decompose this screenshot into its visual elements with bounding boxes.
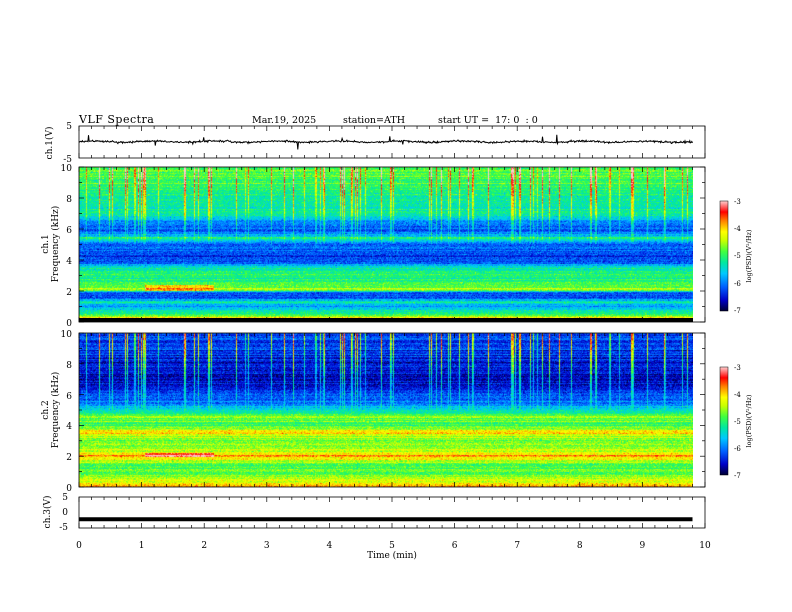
ch3-ytick-label: 0 xyxy=(62,508,68,518)
time-tick-label: 6 xyxy=(452,541,458,551)
ch3-waveform-panel: 5 0 -5 ch.3(V) xyxy=(42,493,706,533)
ch1-colorbar-tick: -5 xyxy=(734,252,741,260)
time-tick-label: 3 xyxy=(264,541,270,551)
ch2-colorbar-tick: -6 xyxy=(734,445,741,453)
ch1-ytick-label: 5 xyxy=(66,122,72,132)
time-tick-label: 1 xyxy=(139,541,145,551)
ch1-frequency-ticks xyxy=(79,166,705,323)
time-tick-label: 9 xyxy=(640,541,646,551)
ch1-spectrogram-heatmap xyxy=(79,167,693,321)
ch1-colorbar-tick: -3 xyxy=(734,198,741,206)
ch2-ytick-label: 8 xyxy=(66,361,72,371)
ch3-waveform-frame xyxy=(78,496,706,529)
ch1-ytick-label: 0 xyxy=(66,319,72,329)
ch2-channel-label: ch.2 xyxy=(41,400,51,419)
ch1-zero-band xyxy=(79,318,693,322)
ch3-ytick-label: 5 xyxy=(62,493,68,503)
ch2-ytick-label: 10 xyxy=(61,330,73,340)
time-tick-label: 8 xyxy=(577,541,583,551)
ch2-ytick-label: 4 xyxy=(66,422,72,432)
ch2-ytick-label: 2 xyxy=(66,453,72,463)
ch1-ytick-label: -5 xyxy=(63,155,72,165)
time-axis: 0 1 2 3 4 5 6 7 8 9 10 Time (min) xyxy=(76,126,711,561)
ch2-colorbar: -3 -4 -5 -6 -7 log(PSD)(V²/Hz) xyxy=(719,364,753,480)
date-label: Mar.19, 2025 xyxy=(252,115,317,126)
time-tick-label: 5 xyxy=(389,541,395,551)
ch3-waveform-ylabel: ch.3(V) xyxy=(42,496,53,529)
time-xlabel: Time (min) xyxy=(367,550,417,561)
ch2-frequency-ticks xyxy=(79,332,705,488)
station-label: station=ATH xyxy=(343,115,405,126)
ch1-colorbar-tick: -6 xyxy=(734,280,741,288)
ch2-colorbar-tick: -4 xyxy=(734,391,741,399)
start-time-label: start UT = 17: 0 : 0 xyxy=(438,115,538,126)
ch1-waveform-line xyxy=(78,134,693,150)
ch2-colorbar-gradient xyxy=(719,366,729,476)
ch2-colorbar-tick: -5 xyxy=(734,418,741,426)
ch1-waveform-ylabel: ch.1(V) xyxy=(44,127,55,160)
ch1-frequency-ylabel: Frequency (kHz) xyxy=(50,206,61,283)
ch2-colorbar-label: log(PSD)(V²/Hz) xyxy=(745,394,753,447)
chart-title: VLF Spectra xyxy=(79,113,155,126)
ch3-ytick-label: -5 xyxy=(59,523,68,533)
ch2-colorbar-tick: -3 xyxy=(734,364,741,372)
ch1-waveform-panel: 5 -5 ch.1(V) xyxy=(44,122,706,165)
ch2-ytick-label: 0 xyxy=(66,484,72,494)
ch1-colorbar-label: log(PSD)(V²/Hz) xyxy=(745,229,753,282)
ch1-ytick-label: 4 xyxy=(66,257,72,267)
ch1-ytick-label: 2 xyxy=(66,288,72,298)
ch1-ytick-label: 6 xyxy=(66,226,72,236)
ch1-channel-label: ch.1 xyxy=(41,234,51,253)
ch1-ytick-label: 8 xyxy=(66,195,72,205)
time-tick-label: 2 xyxy=(201,541,207,551)
time-tick-label: 7 xyxy=(514,541,520,551)
ch1-ytick-label: 10 xyxy=(61,164,73,174)
ch1-spectrogram-panel: 10 8 6 4 2 0 ch.1 Frequency (kHz) xyxy=(41,164,706,329)
ch1-colorbar-tick: -7 xyxy=(734,307,741,315)
ch2-frequency-ylabel: Frequency (kHz) xyxy=(50,372,61,449)
time-tick-label: 4 xyxy=(327,541,333,551)
ch1-colorbar-tick: -4 xyxy=(734,225,741,233)
ch2-spectrogram-heatmap xyxy=(79,333,693,487)
ch2-spectrogram-panel: 10 8 6 4 2 0 ch.2 Frequency (kHz) xyxy=(41,330,706,494)
ch2-ytick-label: 6 xyxy=(66,392,72,402)
time-tick-label: 10 xyxy=(699,541,711,551)
time-tick-label: 0 xyxy=(76,541,82,551)
ch2-colorbar-tick: -7 xyxy=(734,472,741,480)
ch1-colorbar: -3 -4 -5 -6 -7 log(PSD)(V²/Hz) xyxy=(719,198,753,315)
ch1-colorbar-gradient xyxy=(719,200,729,312)
